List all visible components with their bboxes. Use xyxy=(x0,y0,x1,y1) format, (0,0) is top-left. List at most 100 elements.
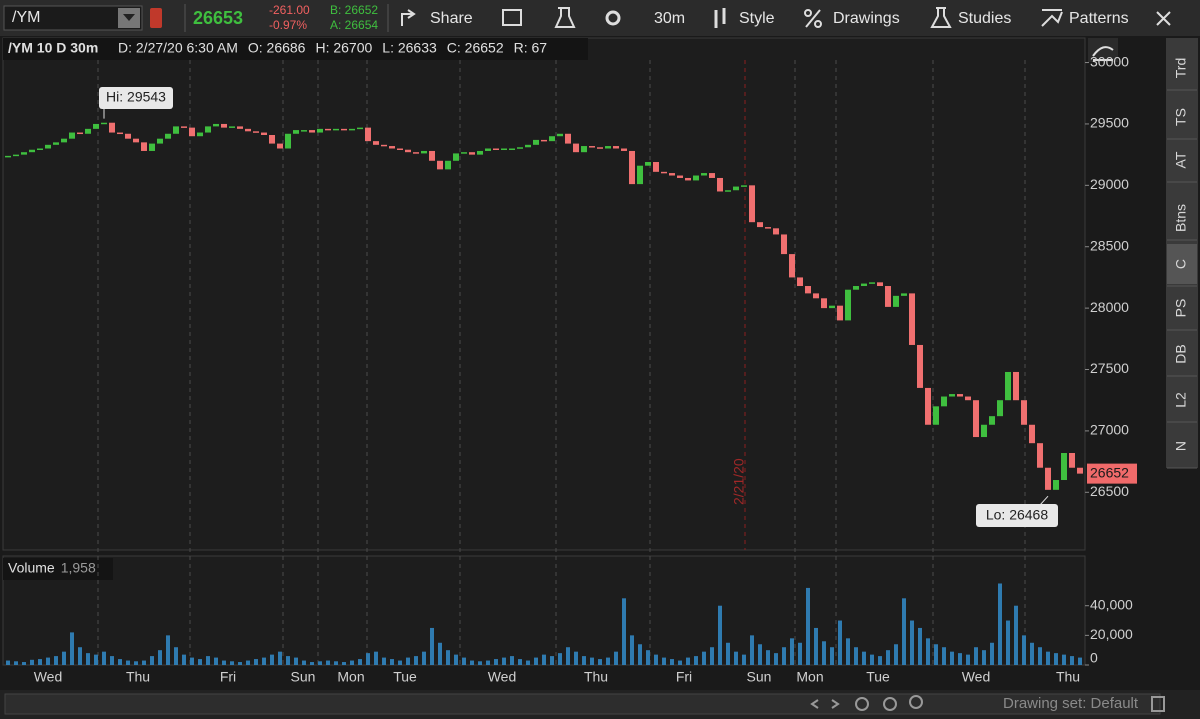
flask-icon[interactable] xyxy=(554,7,576,28)
patterns-button[interactable]: Patterns xyxy=(1069,10,1129,27)
volume-bar xyxy=(470,660,474,665)
volume-bar xyxy=(854,647,858,665)
candle xyxy=(45,144,51,149)
candle xyxy=(61,138,67,143)
volume-bar xyxy=(902,598,906,665)
sidebar-tab[interactable]: C xyxy=(1173,259,1189,269)
alert-flag[interactable] xyxy=(150,8,162,28)
chart-title: /YM 10 D 30m xyxy=(8,40,98,56)
candle xyxy=(989,416,995,425)
candle xyxy=(101,122,107,125)
magnifier-icon[interactable] xyxy=(909,695,923,709)
last-price-label: 26652 xyxy=(1090,464,1129,480)
candle xyxy=(821,298,827,309)
sidebar-tab[interactable]: Btns xyxy=(1173,204,1189,232)
y-tick-label: 29000 xyxy=(1090,176,1129,192)
lock-icon[interactable] xyxy=(1151,696,1165,712)
candle xyxy=(677,175,683,178)
candle xyxy=(165,133,171,139)
candle xyxy=(445,160,451,170)
volume-bar xyxy=(238,662,242,665)
volume-pane xyxy=(2,555,1086,666)
candle xyxy=(341,128,347,131)
candle xyxy=(237,126,243,129)
x-tick-label: Tue xyxy=(866,669,890,685)
axis-icon xyxy=(1092,46,1114,61)
x-tick-label: Wed xyxy=(34,669,63,685)
hi-box xyxy=(99,87,173,109)
sidebar-tab[interactable]: DB xyxy=(1173,344,1189,363)
sidebar-tab[interactable]: AT xyxy=(1173,151,1189,168)
date-marker-label: 2/21/20 xyxy=(731,458,747,505)
candle xyxy=(421,150,427,154)
volume-bar xyxy=(1046,651,1050,665)
volume-bar xyxy=(918,627,922,665)
crosshair-icon[interactable] xyxy=(883,697,897,711)
volume-bar xyxy=(6,660,10,665)
candle xyxy=(581,146,587,153)
volume-bar xyxy=(1038,647,1042,665)
studies-button[interactable]: Studies xyxy=(958,10,1011,27)
drawing-set: Drawing set: Default xyxy=(1003,695,1139,712)
volume-bar xyxy=(54,656,58,665)
scroll-arrows[interactable] xyxy=(810,699,840,709)
volume-bar xyxy=(302,660,306,665)
volume-bar xyxy=(878,656,882,665)
scrollbar[interactable] xyxy=(4,693,1161,715)
volume-bar xyxy=(950,651,954,665)
gear-icon[interactable] xyxy=(605,10,621,26)
candle xyxy=(997,400,1003,417)
close-icon[interactable] xyxy=(1156,11,1171,26)
volume-bar xyxy=(558,653,562,665)
symbol: /YM xyxy=(12,9,40,26)
volume-bar xyxy=(846,638,850,665)
sidebar-tab[interactable]: N xyxy=(1173,441,1189,451)
candle xyxy=(709,173,715,178)
flex-grid-icon[interactable] xyxy=(502,9,522,26)
candle xyxy=(53,142,59,145)
sidebar-tab[interactable]: PS xyxy=(1173,299,1189,318)
header-field: O: 26686 xyxy=(248,40,306,56)
sidebar-tab[interactable]: L2 xyxy=(1173,392,1189,408)
sidebar-tab[interactable]: Trd xyxy=(1173,58,1189,78)
candle xyxy=(389,146,395,149)
volume-bar xyxy=(926,638,930,665)
candle xyxy=(861,283,867,287)
x-tick-label: Mon xyxy=(337,669,364,685)
candle xyxy=(733,186,739,191)
volume-bar xyxy=(398,660,402,665)
candle xyxy=(541,139,547,142)
timeframe-button[interactable]: 30m xyxy=(654,10,685,27)
volume-bar xyxy=(718,605,722,665)
volume-bar xyxy=(494,659,498,665)
volume-bar xyxy=(790,638,794,665)
drawings-button[interactable]: Drawings xyxy=(833,10,900,27)
volume-bar xyxy=(38,659,42,665)
volume-bar xyxy=(1014,605,1018,665)
volume-bar xyxy=(686,657,690,665)
candle xyxy=(837,305,843,321)
volume-tick-label: 20,000 xyxy=(1090,626,1133,642)
candle xyxy=(301,130,307,132)
style-button[interactable]: Style xyxy=(739,10,775,27)
candle xyxy=(1061,453,1067,481)
volume-bar xyxy=(566,647,570,665)
candle xyxy=(317,128,323,133)
lo-pointer xyxy=(1039,495,1049,506)
zoom-icon[interactable] xyxy=(855,697,869,711)
candle xyxy=(717,177,723,192)
candle xyxy=(629,150,635,185)
volume-bar xyxy=(62,651,66,665)
volume-bar xyxy=(646,650,650,665)
sidebar-tab[interactable]: TS xyxy=(1173,108,1189,126)
lo-box xyxy=(976,504,1058,527)
candle xyxy=(917,344,923,388)
share-button[interactable]: Share xyxy=(430,10,473,27)
volume-bar xyxy=(318,661,322,665)
y-tick-label: 27500 xyxy=(1090,360,1129,376)
candle xyxy=(797,277,803,287)
hi-label: Hi: 29543 xyxy=(106,89,166,105)
volume-bar xyxy=(502,657,506,665)
candle xyxy=(21,152,27,155)
volume-bar xyxy=(622,598,626,665)
